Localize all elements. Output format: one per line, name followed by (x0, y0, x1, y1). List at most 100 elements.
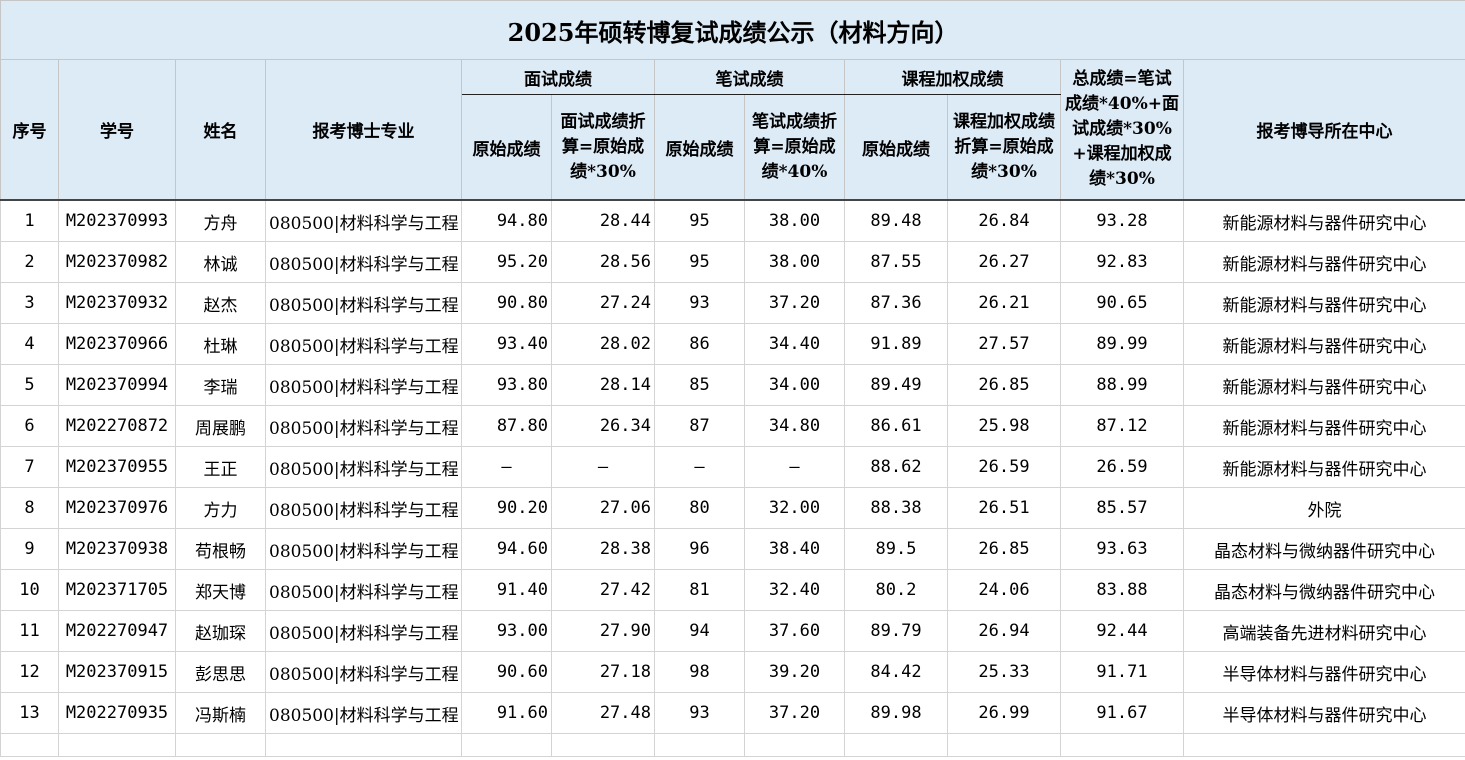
cell-seq[interactable]: 10 (0, 569, 59, 611)
empty-cell[interactable] (461, 733, 552, 757)
cell-written-raw[interactable]: 80 (654, 487, 745, 529)
cell-course-conv[interactable]: 26.85 (947, 528, 1061, 570)
cell-student-id[interactable]: M202371705 (58, 569, 176, 611)
cell-course-conv[interactable]: 26.85 (947, 364, 1061, 406)
cell-interview-conv[interactable]: 28.02 (551, 323, 655, 365)
cell-interview-raw[interactable]: 90.20 (461, 487, 552, 529)
cell-student-id[interactable]: M202270872 (58, 405, 176, 447)
cell-interview-conv[interactable]: 27.24 (551, 282, 655, 324)
cell-center[interactable]: 外院 (1182, 487, 1465, 529)
cell-major[interactable]: 080500|材料科学与工程 (265, 692, 462, 734)
cell-course-conv[interactable]: 26.51 (947, 487, 1061, 529)
cell-interview-raw[interactable]: 93.80 (461, 364, 552, 406)
cell-interview-raw[interactable]: 87.80 (461, 405, 552, 447)
cell-name[interactable]: 冯斯楠 (175, 692, 266, 734)
empty-cell[interactable] (58, 733, 176, 757)
empty-cell[interactable] (744, 733, 845, 757)
cell-major[interactable]: 080500|材料科学与工程 (265, 241, 462, 283)
cell-interview-conv[interactable]: 28.14 (551, 364, 655, 406)
cell-interview-conv[interactable]: 28.38 (551, 528, 655, 570)
cell-written-raw[interactable]: 85 (654, 364, 745, 406)
cell-student-id[interactable]: M202270947 (58, 610, 176, 652)
cell-center[interactable]: 新能源材料与器件研究中心 (1182, 364, 1465, 406)
cell-major[interactable]: 080500|材料科学与工程 (265, 405, 462, 447)
cell-seq[interactable]: 9 (0, 528, 59, 570)
cell-center[interactable]: 新能源材料与器件研究中心 (1182, 446, 1465, 488)
empty-cell[interactable] (844, 733, 948, 757)
cell-written-conv[interactable]: 37.20 (744, 282, 845, 324)
cell-seq[interactable]: 6 (0, 405, 59, 447)
cell-name[interactable]: 杜琳 (175, 323, 266, 365)
cell-major[interactable]: 080500|材料科学与工程 (265, 569, 462, 611)
cell-course-conv[interactable]: 26.99 (947, 692, 1061, 734)
cell-student-id[interactable]: M202370994 (58, 364, 176, 406)
cell-total[interactable]: 92.44 (1060, 610, 1184, 652)
empty-cell[interactable] (1060, 733, 1184, 757)
cell-interview-raw[interactable]: 94.60 (461, 528, 552, 570)
empty-cell[interactable] (551, 733, 655, 757)
cell-course-conv[interactable]: 26.84 (947, 199, 1061, 242)
cell-center[interactable]: 半导体材料与器件研究中心 (1182, 692, 1465, 734)
cell-total[interactable]: 88.99 (1060, 364, 1184, 406)
cell-written-raw[interactable]: 87 (654, 405, 745, 447)
cell-course-conv[interactable]: 25.98 (947, 405, 1061, 447)
empty-cell[interactable] (0, 733, 59, 757)
cell-major[interactable]: 080500|材料科学与工程 (265, 651, 462, 693)
cell-course-conv[interactable]: 24.06 (947, 569, 1061, 611)
cell-center[interactable]: 晶态材料与微纳器件研究中心 (1182, 569, 1465, 611)
cell-student-id[interactable]: M202370938 (58, 528, 176, 570)
cell-interview-conv[interactable]: — (551, 446, 655, 488)
cell-major[interactable]: 080500|材料科学与工程 (265, 610, 462, 652)
cell-course-raw[interactable]: 86.61 (844, 405, 948, 447)
cell-seq[interactable]: 5 (0, 364, 59, 406)
cell-interview-raw[interactable]: 90.60 (461, 651, 552, 693)
cell-student-id[interactable]: M202370976 (58, 487, 176, 529)
cell-total[interactable]: 26.59 (1060, 446, 1184, 488)
cell-written-raw[interactable]: 81 (654, 569, 745, 611)
cell-interview-conv[interactable]: 27.42 (551, 569, 655, 611)
cell-written-conv[interactable]: 38.40 (744, 528, 845, 570)
cell-written-conv[interactable]: 38.00 (744, 241, 845, 283)
cell-student-id[interactable]: M202370955 (58, 446, 176, 488)
cell-written-conv[interactable]: 37.20 (744, 692, 845, 734)
cell-course-conv[interactable]: 26.94 (947, 610, 1061, 652)
cell-center[interactable]: 新能源材料与器件研究中心 (1182, 199, 1465, 242)
cell-course-conv[interactable]: 26.59 (947, 446, 1061, 488)
cell-written-conv[interactable]: 39.20 (744, 651, 845, 693)
cell-seq[interactable]: 12 (0, 651, 59, 693)
cell-course-conv[interactable]: 26.21 (947, 282, 1061, 324)
cell-total[interactable]: 83.88 (1060, 569, 1184, 611)
cell-major[interactable]: 080500|材料科学与工程 (265, 487, 462, 529)
cell-course-raw[interactable]: 88.62 (844, 446, 948, 488)
cell-name[interactable]: 赵珈琛 (175, 610, 266, 652)
cell-written-raw[interactable]: 86 (654, 323, 745, 365)
cell-name[interactable]: 赵杰 (175, 282, 266, 324)
cell-interview-conv[interactable]: 27.48 (551, 692, 655, 734)
cell-name[interactable]: 苟根畅 (175, 528, 266, 570)
cell-interview-raw[interactable]: — (461, 446, 552, 488)
cell-written-raw[interactable]: 95 (654, 241, 745, 283)
cell-written-conv[interactable]: 37.60 (744, 610, 845, 652)
cell-written-raw[interactable]: 95 (654, 199, 745, 242)
cell-interview-conv[interactable]: 26.34 (551, 405, 655, 447)
cell-center[interactable]: 半导体材料与器件研究中心 (1182, 651, 1465, 693)
cell-seq[interactable]: 8 (0, 487, 59, 529)
cell-course-raw[interactable]: 80.2 (844, 569, 948, 611)
cell-course-raw[interactable]: 87.55 (844, 241, 948, 283)
cell-name[interactable]: 彭思思 (175, 651, 266, 693)
cell-interview-conv[interactable]: 27.06 (551, 487, 655, 529)
cell-seq[interactable]: 3 (0, 282, 59, 324)
cell-center[interactable]: 新能源材料与器件研究中心 (1182, 323, 1465, 365)
cell-course-raw[interactable]: 89.98 (844, 692, 948, 734)
cell-seq[interactable]: 1 (0, 199, 59, 242)
cell-student-id[interactable]: M202370993 (58, 199, 176, 242)
empty-cell[interactable] (654, 733, 745, 757)
empty-cell[interactable] (1182, 733, 1465, 757)
cell-course-conv[interactable]: 25.33 (947, 651, 1061, 693)
cell-course-raw[interactable]: 91.89 (844, 323, 948, 365)
cell-written-conv[interactable]: 32.00 (744, 487, 845, 529)
cell-seq[interactable]: 11 (0, 610, 59, 652)
cell-written-conv[interactable]: 38.00 (744, 199, 845, 242)
cell-written-conv[interactable]: — (744, 446, 845, 488)
cell-course-conv[interactable]: 27.57 (947, 323, 1061, 365)
